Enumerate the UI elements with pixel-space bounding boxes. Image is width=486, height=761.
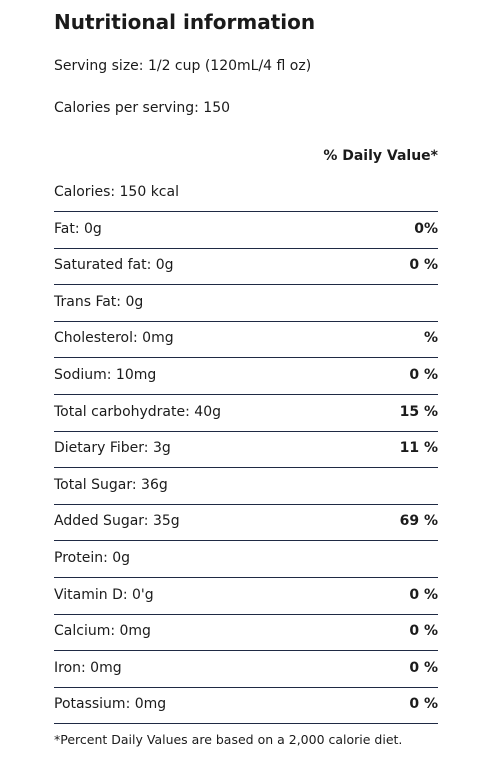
table-row: Total Sugar: 36g — [54, 468, 438, 505]
daily-value: 15 % — [399, 403, 438, 420]
table-row: Calcium: 0mg 0 % — [54, 614, 438, 652]
table-row: Protein: 0g — [54, 541, 438, 578]
serving-size: Serving size: 1/2 cup (120mL/4 fl oz) — [54, 58, 312, 74]
daily-value: 0% — [414, 220, 438, 237]
nutrient-label: Saturated fat: 0g — [54, 257, 174, 274]
nutrient-label: Potassium: 0mg — [54, 696, 167, 713]
table-header: % Daily Value* — [323, 148, 438, 164]
nutrient-label: Sodium: 10mg — [54, 367, 157, 383]
nutrient-label: Cholesterol: 0mg — [54, 330, 174, 347]
daily-value: % — [423, 330, 438, 347]
daily-value: 0 % — [409, 659, 438, 676]
daily-value: 0 % — [409, 696, 438, 713]
table-row: Sodium: 10mg 0 % — [54, 358, 438, 395]
title: Nutritional information — [54, 10, 316, 34]
table-row: Iron: 0mg 0 % — [54, 651, 438, 688]
daily-value: 0 % — [409, 257, 438, 274]
nutrient-label: Total Sugar: 36g — [54, 476, 168, 493]
daily-value: 0 % — [409, 623, 438, 640]
calories-per-serving: Calories per serving: 150 — [54, 100, 231, 116]
daily-value: 11 % — [399, 440, 438, 457]
table-row: Total carbohydrate: 40g 15 % — [54, 395, 438, 432]
table-row: Calories: 150 kcal — [54, 175, 438, 212]
nutrient-label: Protein: 0g — [54, 550, 131, 566]
nutrient-label: Iron: 0mg — [54, 659, 122, 676]
table-row: Trans Fat: 0g — [54, 285, 438, 322]
nutrient-label: Calories: 150 kcal — [54, 184, 179, 200]
daily-value: 0 % — [409, 367, 438, 383]
table-row: Added Sugar: 35g 69 % — [54, 504, 438, 542]
table-row: Potassium: 0mg 0 % — [54, 687, 438, 725]
nutrient-label: Total carbohydrate: 40g — [54, 403, 221, 420]
nutrient-label: Dietary Fiber: 3g — [54, 440, 171, 457]
footnote: *Percent Daily Values are based on a 2,0… — [54, 732, 403, 747]
table-row: Saturated fat: 0g 0 % — [54, 248, 438, 286]
nutrient-label: Fat: 0g — [54, 220, 102, 237]
table-row: Fat: 0g 0% — [54, 212, 438, 249]
nutrient-label: Vitamin D: 0'g — [54, 586, 154, 603]
nutrient-label: Trans Fat: 0g — [54, 293, 144, 310]
nutrient-label: Calcium: 0mg — [54, 623, 151, 640]
table-row: Dietary Fiber: 3g 11 % — [54, 431, 438, 469]
daily-value: 69 % — [399, 513, 438, 530]
table-row: Vitamin D: 0'g 0 % — [54, 578, 438, 615]
daily-value: 0 % — [409, 586, 438, 603]
table-row: Cholesterol: 0mg% — [54, 321, 438, 359]
nutrient-label: Added Sugar: 35g — [54, 513, 180, 530]
